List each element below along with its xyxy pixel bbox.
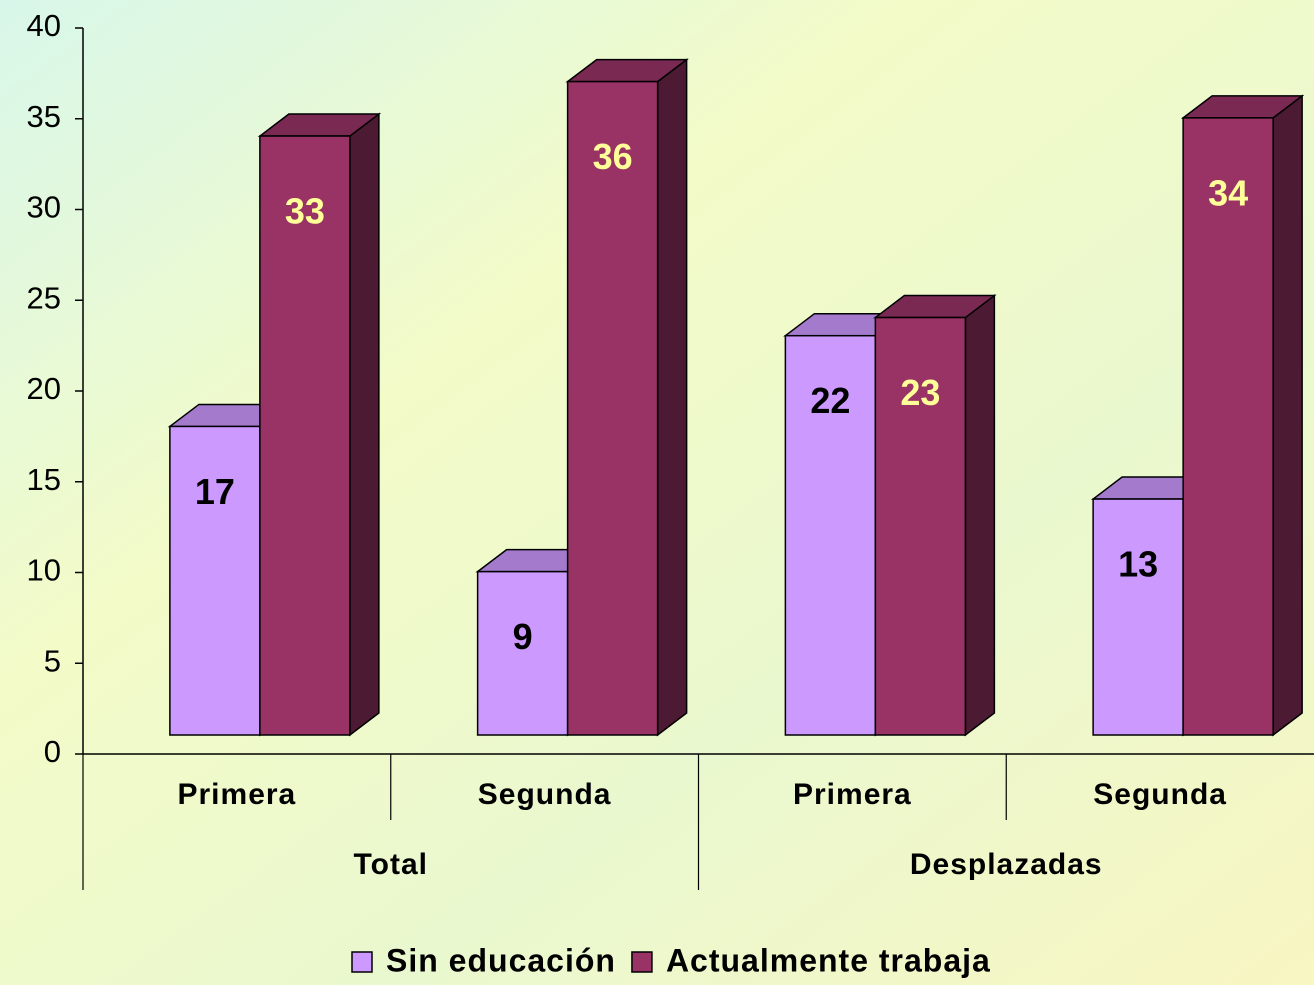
bar: [874, 316, 967, 736]
y-tick-label: 15: [27, 462, 61, 497]
group-label: Total: [354, 848, 428, 881]
bar: [259, 135, 351, 736]
data-label: 23: [900, 372, 940, 413]
y-tick-label: 5: [44, 643, 61, 678]
x-tick-label: Segunda: [478, 778, 612, 811]
x-tick-label: Segunda: [1093, 778, 1227, 811]
data-label: 17: [195, 471, 235, 512]
bar: [169, 425, 261, 736]
group-label: Desplazadas: [910, 848, 1103, 881]
legend-label: Sin educación: [386, 942, 616, 978]
bar-side: [656, 58, 688, 737]
x-tick-label: Primera: [793, 778, 912, 811]
bar-side: [1272, 94, 1303, 737]
bar: [476, 570, 569, 736]
bar: [784, 334, 877, 736]
y-tick-label: 30: [27, 190, 61, 225]
data-label: 36: [593, 136, 633, 177]
legend-label: Actualmente trabaja: [666, 942, 991, 978]
y-tick-label: 40: [27, 8, 61, 43]
bar-side: [964, 294, 996, 737]
bar: [566, 80, 659, 736]
y-tick-label: 35: [27, 99, 61, 134]
bar: [1182, 117, 1274, 736]
data-label: 34: [1208, 172, 1248, 213]
y-tick-label: 0: [44, 734, 61, 769]
legend-swatch: [351, 951, 373, 973]
x-tick-label: Primera: [178, 778, 297, 811]
data-label: 22: [810, 380, 850, 421]
data-label: 33: [285, 191, 325, 232]
y-tick-label: 10: [27, 553, 61, 588]
data-label: 13: [1118, 544, 1158, 585]
y-tick-label: 20: [27, 371, 61, 406]
bar-side: [349, 112, 380, 737]
legend-swatch: [631, 951, 653, 973]
data-label: 9: [513, 616, 533, 657]
y-tick-label: 25: [27, 280, 61, 315]
bar: [1092, 498, 1184, 736]
